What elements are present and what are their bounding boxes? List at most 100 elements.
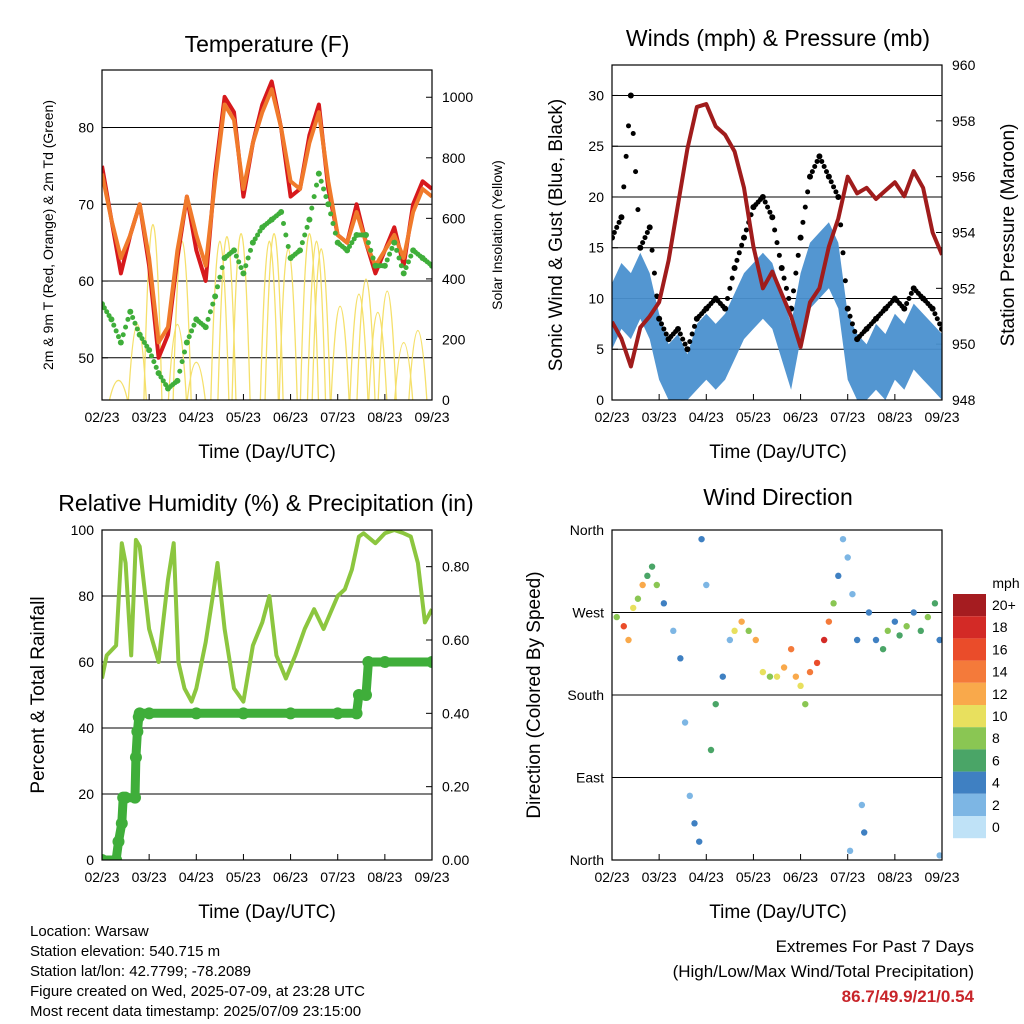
winds-series-gust-point [809, 169, 815, 175]
temperature-ylabel-left: 2m & 9m T (Red, Orange) & 2m Td (Green) [40, 100, 56, 370]
temperature-series-solar-insolation-spike [217, 236, 237, 400]
humidity-y2tick-label: 0.20 [442, 779, 469, 795]
direction-point [620, 623, 627, 630]
temperature-series-solar-insolation-spike [210, 240, 230, 400]
temperature-series-2m-td-point [127, 308, 134, 315]
humidity-series-total-rainfall-point [112, 835, 125, 848]
winds-series-gust-point [831, 184, 837, 190]
winds-xtick-label: 08/23 [877, 409, 912, 425]
direction-point [759, 668, 767, 676]
station-location: Location: Warsaw [30, 923, 149, 940]
temperature-series-2m-td-point [141, 339, 147, 345]
humidity-series-total-rainfall-point [378, 656, 391, 668]
direction-point [849, 590, 856, 598]
temperature-series-2m-td-point [391, 239, 398, 246]
humidity-ytick-label: 0 [86, 852, 94, 868]
direction-point [648, 563, 656, 570]
temperature-series-2m-td-point [233, 253, 239, 259]
temperature-ytick-label: 50 [78, 350, 94, 366]
winds-series-gust-point [630, 131, 636, 137]
winds-series-gust-point [835, 193, 842, 200]
temperature-series-2m-td-point [349, 240, 355, 246]
humidity-xtick-label: 06/23 [273, 869, 308, 885]
temperature-xtick-label: 08/23 [367, 409, 402, 425]
temperature-series-2m-td-point [151, 359, 157, 365]
winds-series-gust-point [640, 240, 646, 246]
winds-series-gust-point [621, 184, 627, 190]
temperature-xtick-label: 02/23 [84, 409, 119, 425]
direction-ytick-label: South [567, 687, 604, 703]
direction-point [839, 535, 847, 543]
winds-series-station-pressure [612, 102, 942, 369]
winds-series-gust-point [795, 252, 801, 258]
station-info: Location: Warsaw Station elevation: 540.… [30, 922, 365, 1022]
direction-ytick-label: West [572, 605, 604, 621]
legend-swatch [953, 727, 986, 750]
winds-series-gust-point [805, 189, 811, 195]
humidity-series-total-rainfall-point [133, 707, 146, 720]
winds-series-gust-point [800, 219, 806, 225]
humidity-xtick-label: 04/23 [179, 869, 214, 885]
temperature-xtick-label: 06/23 [273, 409, 308, 425]
temperature-y2tick-label: 0 [442, 392, 450, 408]
temperature-series-2m-td-point [408, 253, 414, 259]
winds-series-gust-point [612, 230, 617, 235]
temperature-series-2m-td-point [387, 251, 393, 257]
winds-series-gust-point [783, 285, 789, 291]
legend-unit: mph [992, 575, 1019, 591]
direction-point [696, 838, 703, 845]
winds-xtick-label: 02/23 [594, 409, 629, 425]
direction-point [903, 623, 910, 630]
direction-point [670, 627, 677, 635]
temperature-series-solar-insolation-spike [108, 379, 129, 400]
temperature-xtick-label: 09/23 [414, 409, 449, 425]
direction-title: Wind Direction [703, 484, 853, 510]
direction-point [872, 636, 880, 644]
direction-xtick-label: 02/23 [594, 869, 629, 885]
legend-label: 8 [992, 730, 1000, 746]
winds-series-gust-point [793, 270, 799, 276]
winds-series-gust-point [626, 123, 631, 129]
figure-created: Figure created on Wed, 2025-07-09, at 23… [30, 983, 365, 1000]
winds-series-gust-point [725, 295, 730, 301]
temperature-y2tick-label: 800 [442, 150, 466, 166]
legend-swatch [953, 771, 986, 794]
winds-series-gust-point [762, 199, 768, 205]
legend-label: 10 [992, 708, 1008, 724]
temperature-series-solar-insolation-spike [311, 248, 331, 400]
temperature-series-2m-td-point [149, 353, 154, 359]
humidity-ylabel-left: Percent & Total Rainfall [28, 596, 49, 793]
winds-series-gust-point [816, 153, 823, 160]
temperature-series-2m-td-point [120, 332, 126, 338]
winds-series-gust-point [939, 325, 942, 332]
winds-ytick-label: 5 [596, 341, 604, 357]
temperature-series-solar-insolation-spike [306, 240, 327, 400]
direction-point [917, 627, 924, 635]
temperature-series-solar-insolation-spike [377, 290, 397, 400]
winds-series-gust-point [929, 305, 936, 312]
winds-series-gust-point [828, 179, 834, 185]
winds-series-gust-point [786, 295, 792, 301]
temperature-series-2m-td-point [189, 328, 195, 334]
humidity-xtick-label: 02/23 [84, 869, 119, 885]
winds-series-gust-point [825, 173, 832, 180]
direction-xlabel: Time (Day/UTC) [709, 902, 847, 923]
winds-series-gust-point [612, 234, 615, 241]
temperature-series-2m-td-point [108, 316, 115, 323]
winds-series-gust-point [687, 339, 693, 345]
temperature-series-solar-insolation-spike [278, 248, 298, 400]
extremes-box: Extremes For Past 7 Days (High/Low/Max W… [673, 934, 974, 1009]
legend-swatch [953, 638, 986, 661]
humidity-series-total-rainfall-point [284, 707, 297, 720]
humidity-y2tick-label: 0.40 [442, 705, 469, 721]
humidity-series-total-rainfall-line [102, 657, 432, 860]
temperature-series-2m-td-point [153, 364, 159, 370]
humidity-title: Relative Humidity (%) & Precipitation (i… [58, 490, 473, 516]
winds-series-gust-point [649, 247, 655, 253]
winds-series-gust-point [842, 278, 848, 284]
temperature-series-2m-td-point [315, 170, 322, 177]
humidity-series-total-rainfall [102, 656, 432, 860]
direction-point [653, 581, 660, 589]
direction-xtick-label: 06/23 [783, 869, 818, 885]
temperature-series-2m-td-point [304, 224, 310, 230]
